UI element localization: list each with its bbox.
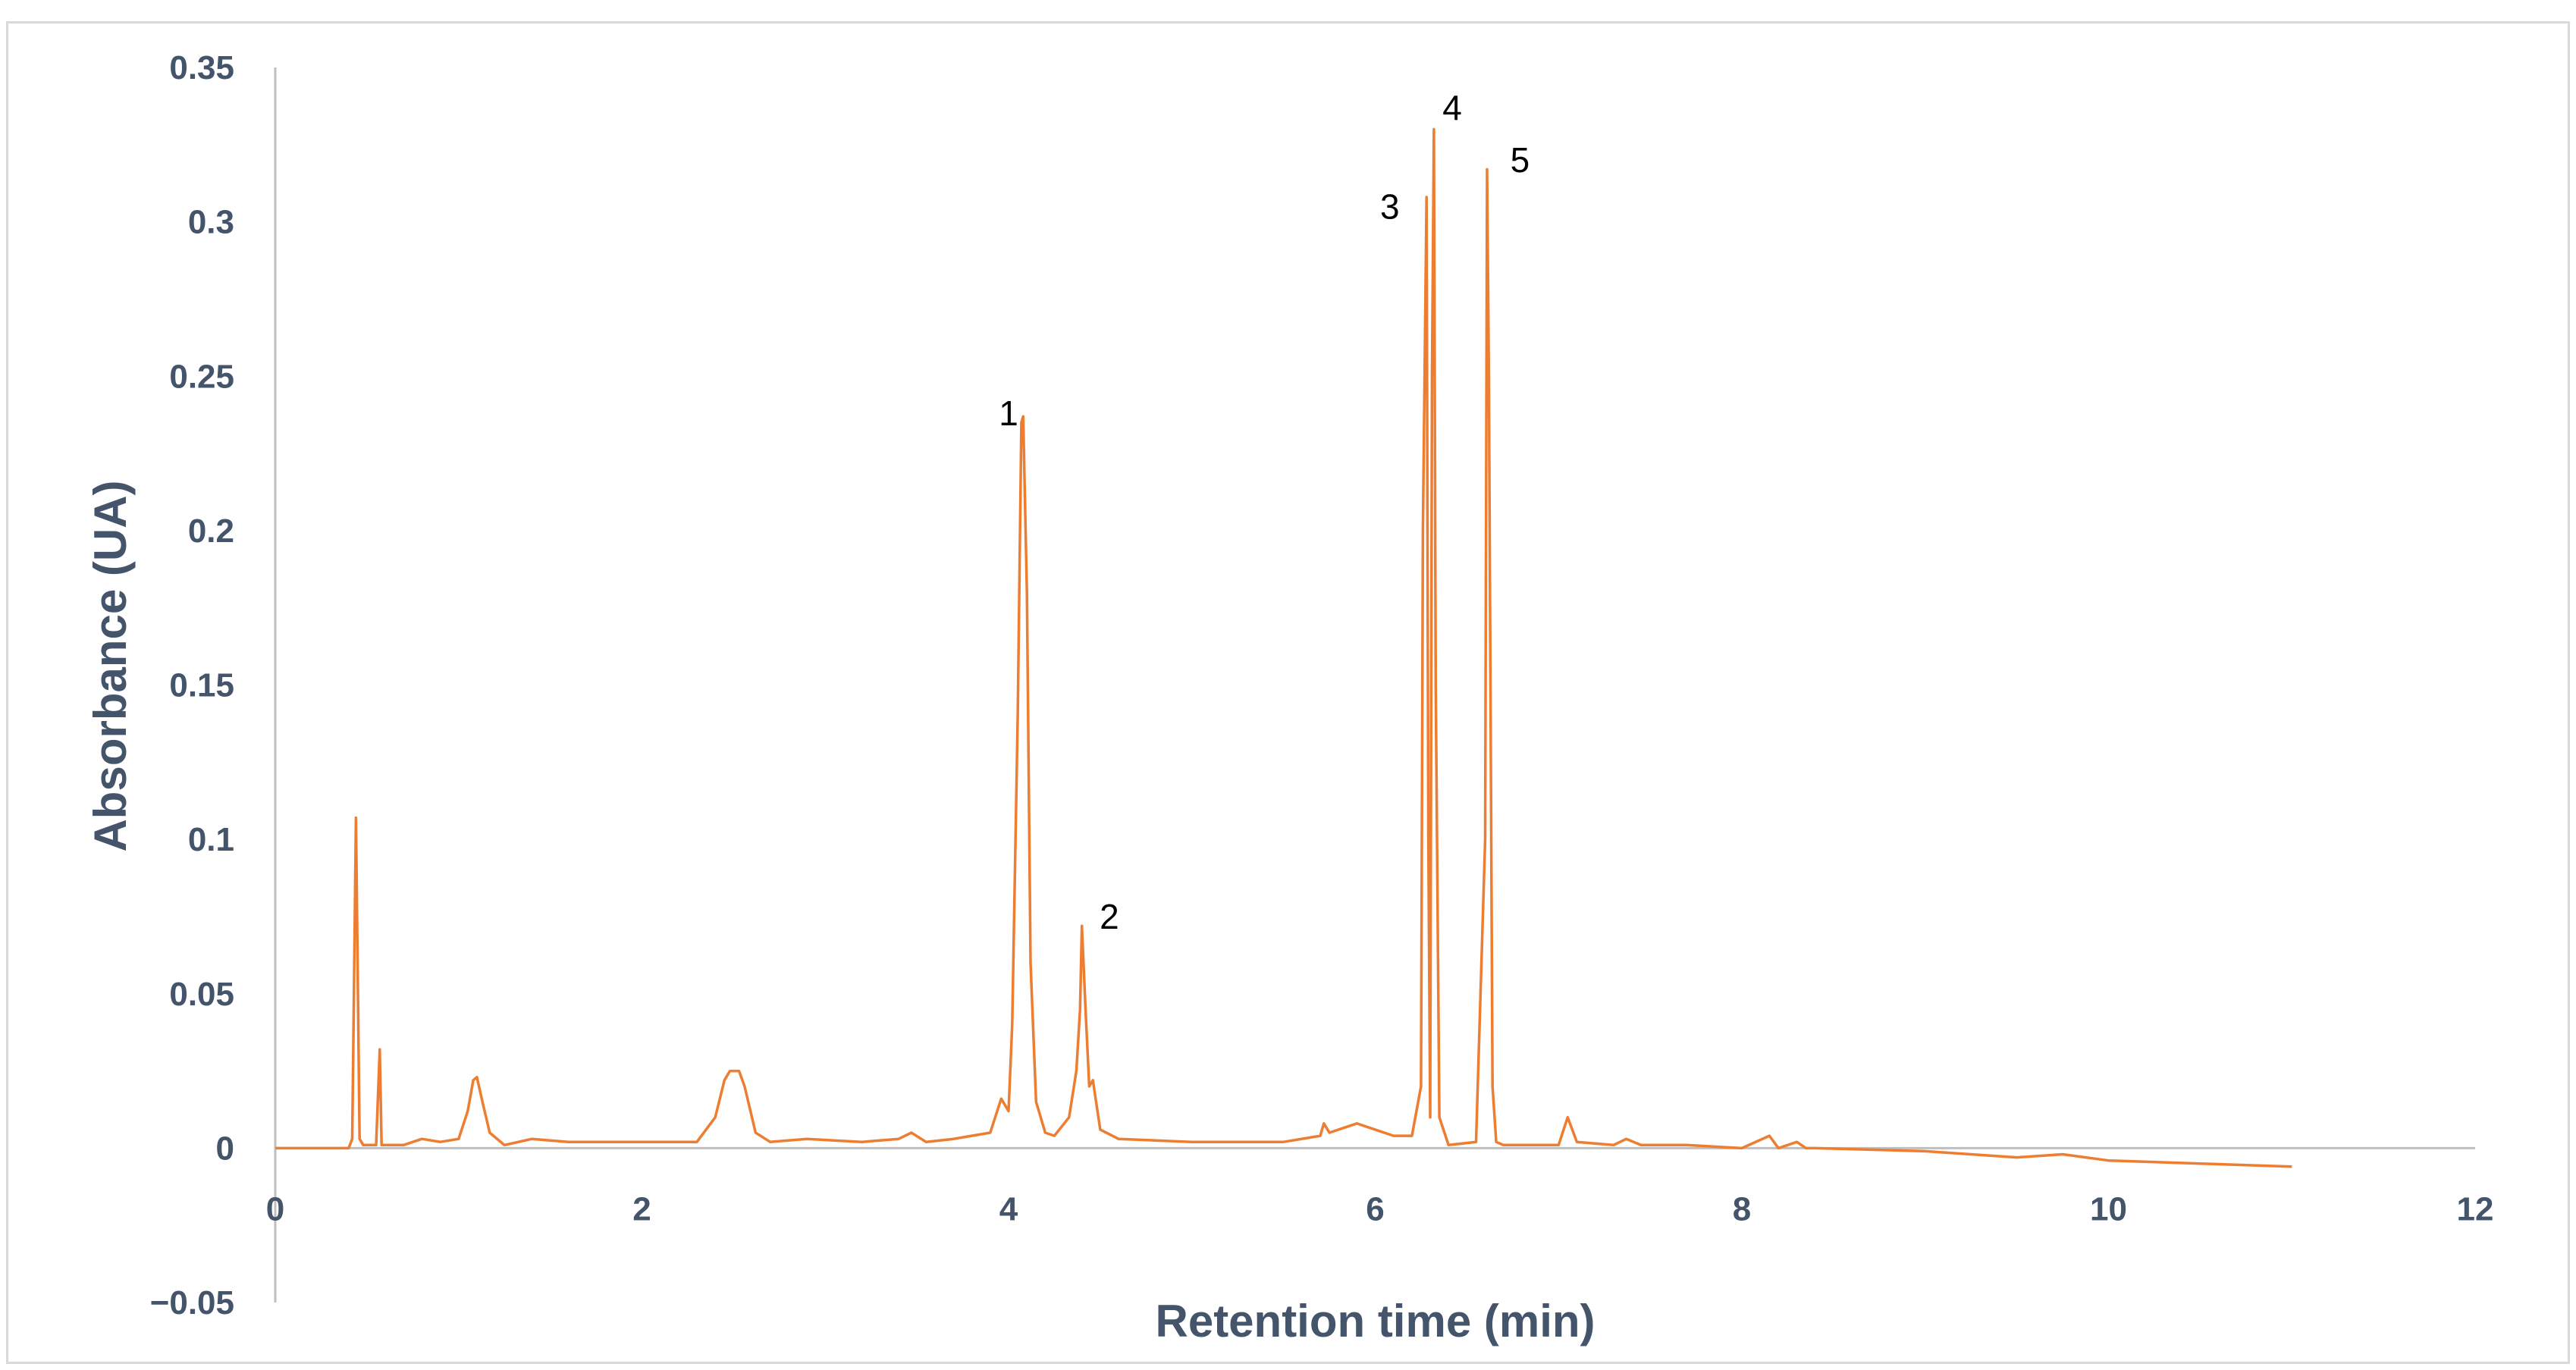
x-tick-label: 0 bbox=[266, 1190, 284, 1227]
y-tick-label: 0.25 bbox=[169, 358, 234, 395]
peak-labels: 1 2 3 4 5 bbox=[999, 88, 1530, 936]
y-tick-label: 0.15 bbox=[169, 667, 234, 704]
absorbance-series-line bbox=[275, 127, 2292, 1168]
y-axis-title: Absorbance (UA) bbox=[85, 480, 136, 851]
x-tick-label: 2 bbox=[632, 1190, 651, 1227]
peak-label-3: 3 bbox=[1380, 187, 1400, 226]
y-tick-label: 0.2 bbox=[188, 513, 234, 550]
peak-label-1: 1 bbox=[999, 393, 1018, 433]
x-tick-label: 4 bbox=[999, 1190, 1018, 1227]
x-axis-ticks: 0 2 4 6 8 10 12 bbox=[266, 1190, 2494, 1227]
y-tick-label: 0.1 bbox=[188, 821, 234, 858]
peak-label-2: 2 bbox=[1100, 897, 1119, 936]
chromatogram-chart: −0.05 0 0.05 0.1 0.15 0.2 0.25 0.3 0.35 0 2 4 6 8 10 1… bbox=[85, 49, 2494, 1346]
x-tick-label: 10 bbox=[2090, 1190, 2127, 1227]
y-tick-label: 0.35 bbox=[169, 49, 234, 86]
y-tick-label: 0 bbox=[216, 1130, 234, 1167]
chart-frame: −0.05 0 0.05 0.1 0.15 0.2 0.25 0.3 0.35 0 2 4 6 8 10 1… bbox=[6, 21, 2570, 1364]
x-tick-label: 8 bbox=[1733, 1190, 1751, 1227]
y-axis-ticks: −0.05 0 0.05 0.1 0.15 0.2 0.25 0.3 0.35 bbox=[150, 49, 234, 1321]
x-tick-label: 12 bbox=[2457, 1190, 2494, 1227]
peak-label-5: 5 bbox=[1511, 140, 1530, 180]
y-tick-label: 0.3 bbox=[188, 204, 234, 241]
peak-label-4: 4 bbox=[1442, 88, 1462, 127]
x-axis-title: Retention time (min) bbox=[1156, 1296, 1595, 1346]
x-tick-label: 6 bbox=[1366, 1190, 1384, 1227]
y-tick-label: −0.05 bbox=[150, 1284, 234, 1321]
y-tick-label: 0.05 bbox=[169, 976, 234, 1013]
